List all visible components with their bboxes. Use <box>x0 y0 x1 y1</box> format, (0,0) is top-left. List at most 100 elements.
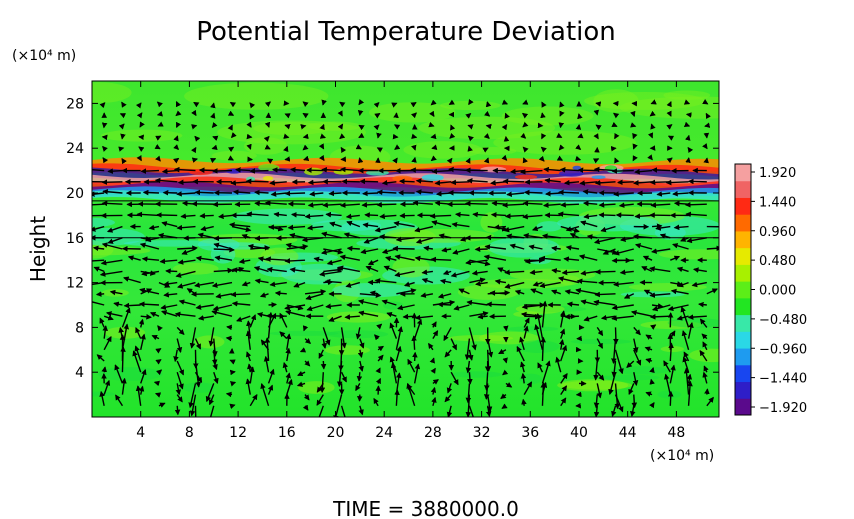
wind-vector <box>394 144 401 150</box>
wind-vector <box>642 255 653 261</box>
wind-vector <box>655 225 671 231</box>
wind-vector <box>188 383 197 409</box>
wind-vector <box>446 383 453 394</box>
wind-vector <box>449 132 456 139</box>
wind-vector <box>101 366 108 373</box>
wind-vector <box>189 327 197 349</box>
wind-vector <box>383 265 397 273</box>
wind-vector <box>373 102 380 108</box>
wind-vector <box>520 372 527 384</box>
colorbar-label: 0.480 <box>759 254 796 269</box>
wind-vector <box>519 361 526 373</box>
wind-vector <box>160 304 178 310</box>
wind-vector <box>211 281 233 288</box>
wind-vector <box>285 242 306 250</box>
wind-vector <box>489 290 506 296</box>
wind-vector <box>99 102 106 109</box>
wind-vector <box>287 224 306 231</box>
wind-vector <box>651 304 671 312</box>
wind-vector <box>289 166 306 173</box>
wind-vector <box>121 377 127 395</box>
wind-vector <box>180 213 196 219</box>
field-patch <box>619 96 719 119</box>
wind-vector <box>541 133 547 140</box>
wind-vector <box>430 367 436 374</box>
wind-vector <box>701 333 708 340</box>
wind-vector <box>611 257 634 264</box>
wind-vector <box>691 281 707 288</box>
wind-vector <box>319 133 326 139</box>
wind-vector <box>194 338 201 350</box>
wind-vector <box>200 225 214 232</box>
colorbar-label: −0.960 <box>759 342 807 357</box>
wind-vector <box>484 244 507 250</box>
wind-vector <box>214 255 233 261</box>
colorbar-swatch <box>735 398 751 416</box>
wind-vector <box>376 189 397 196</box>
wind-vector <box>580 270 598 276</box>
wind-vector <box>583 315 598 322</box>
wind-vector <box>102 157 109 164</box>
wind-vector <box>441 247 452 253</box>
wind-vector <box>594 180 616 186</box>
wind-vector <box>561 269 580 276</box>
wind-vector <box>375 367 381 374</box>
wind-vector <box>521 303 543 310</box>
wind-vector <box>304 338 312 345</box>
wind-vector <box>313 256 324 263</box>
colorbar-label: 0.000 <box>759 284 796 299</box>
colorbar-swatch <box>735 348 751 366</box>
wind-vector <box>321 338 327 349</box>
wind-vector <box>290 212 306 218</box>
wind-vector <box>519 336 525 351</box>
wind-vector <box>373 124 380 131</box>
wind-vector <box>306 167 324 174</box>
wind-vector <box>268 301 278 308</box>
wind-vector <box>468 405 474 417</box>
colorbar-swatch <box>735 297 751 316</box>
wind-vector <box>377 354 384 362</box>
wind-vector <box>501 99 509 105</box>
wind-vector <box>271 167 287 173</box>
wind-vector <box>578 254 598 261</box>
wind-vector <box>245 178 269 185</box>
x-tick-label: 40 <box>570 425 588 441</box>
wind-vector <box>285 333 292 350</box>
field-patch <box>440 100 501 111</box>
wind-vector <box>155 135 162 141</box>
field-patch <box>660 345 684 353</box>
wind-vector <box>115 394 124 407</box>
wind-vector <box>231 267 251 273</box>
wind-vector <box>209 405 215 417</box>
field-patch <box>92 217 116 228</box>
wind-vector <box>364 212 379 218</box>
wind-vector <box>376 323 383 330</box>
wind-vector <box>458 288 470 295</box>
wind-vector <box>663 360 671 373</box>
wind-vector <box>411 144 417 151</box>
wind-vector <box>389 356 398 373</box>
wind-vector <box>177 179 196 186</box>
wind-vector <box>551 289 561 295</box>
wind-vector <box>466 299 488 306</box>
x-axis: 4 8 12 16 20 24 28 32 36 40 44 48 <box>136 81 685 441</box>
wind-vector <box>225 391 233 398</box>
wind-vector <box>421 269 433 275</box>
wind-vector <box>254 189 269 196</box>
wind-vector <box>140 368 147 384</box>
wind-vector <box>579 180 598 186</box>
wind-vector <box>229 381 237 387</box>
wind-vector <box>539 255 561 262</box>
wind-vector <box>439 278 452 285</box>
wind-vector <box>253 265 269 273</box>
wind-vector <box>413 318 423 339</box>
wind-vector <box>395 326 404 350</box>
wind-vector <box>140 168 159 174</box>
wind-vector <box>307 224 324 231</box>
y-axis: 4 8 12 16 20 24 28 <box>66 96 719 381</box>
wind-vector <box>706 396 714 407</box>
wind-vector <box>676 315 689 321</box>
wind-vector <box>540 146 547 153</box>
wind-vector <box>465 383 472 404</box>
wind-vector <box>381 299 397 306</box>
